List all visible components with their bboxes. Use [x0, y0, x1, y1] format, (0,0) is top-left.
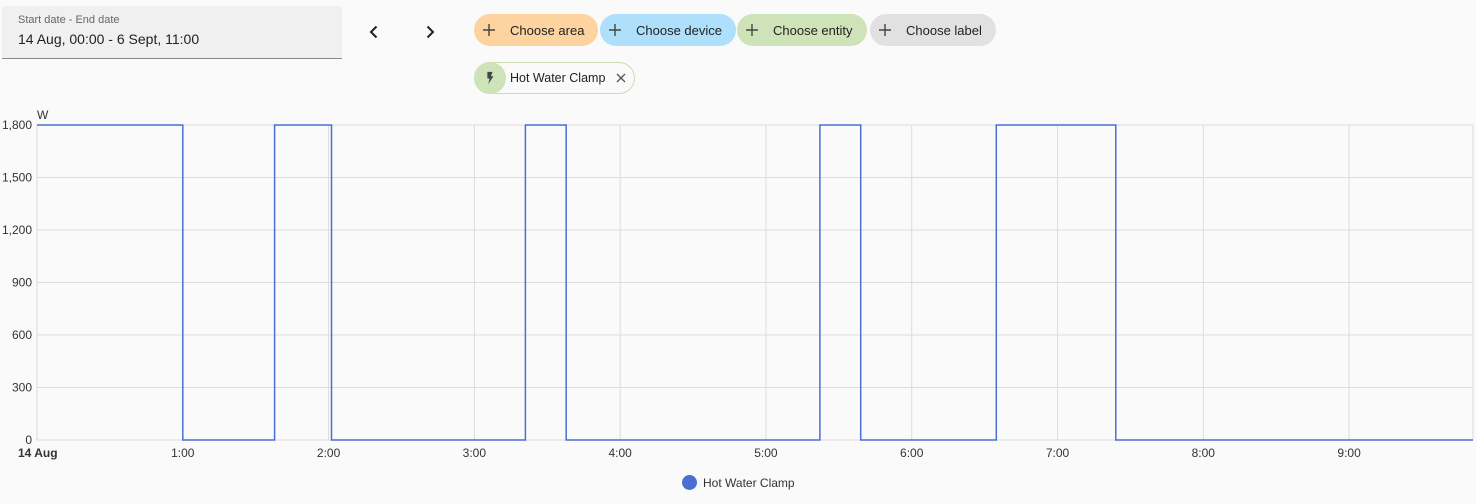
chevron-left-icon: [369, 25, 378, 39]
choose-area-button[interactable]: Choose area: [474, 14, 599, 46]
series-line-hot-water-clamp: [37, 124, 1473, 441]
plus-icon: [483, 24, 495, 36]
chart-legend-item[interactable]: Hot Water Clamp: [682, 475, 795, 490]
power-chart: 0 300 600 900 1,200 1,500 1,800 14 Aug 1:00 2:00 3…: [2, 108, 1474, 460]
previous-period-button[interactable]: [356, 14, 392, 50]
y-tick-label: 1,500: [2, 171, 32, 185]
next-period-button[interactable]: [412, 14, 448, 50]
date-range-picker[interactable]: Start date - End date 14 Aug, 00:00 - 6 …: [2, 6, 342, 59]
date-range-value[interactable]: 14 Aug, 00:00 - 6 Sept, 11:00: [18, 31, 200, 47]
x-tick-label: 6:00: [900, 446, 924, 460]
y-tick-label: 600: [12, 328, 32, 342]
x-tick-label: 14 Aug: [18, 446, 58, 460]
choose-device-button[interactable]: Choose device: [600, 14, 736, 46]
y-tick-label: 1,800: [2, 118, 32, 132]
choose-area-label: Choose area: [510, 22, 585, 38]
x-tick-label: 7:00: [1046, 446, 1070, 460]
date-range-label: Start date - End date: [18, 14, 120, 26]
x-tick-label: 2:00: [317, 446, 341, 460]
choose-device-label: Choose device: [636, 22, 722, 38]
y-tick-label: 900: [12, 276, 32, 290]
flash-icon: [474, 62, 506, 94]
x-tick-label: 1:00: [171, 446, 195, 460]
plus-icon: [746, 24, 758, 36]
y-tick-label: 0: [25, 433, 32, 447]
legend-color-dot: [682, 475, 697, 490]
choose-entity-button[interactable]: Choose entity: [737, 14, 867, 46]
choose-entity-label: Choose entity: [773, 22, 853, 38]
chevron-right-icon: [426, 25, 435, 39]
x-tick-label: 5:00: [754, 446, 778, 460]
x-tick-label: 4:00: [608, 446, 632, 460]
close-icon[interactable]: [616, 73, 626, 83]
x-tick-label: 9:00: [1337, 446, 1361, 460]
choose-label-label: Choose label: [906, 22, 982, 38]
selected-entity-chip[interactable]: Hot Water Clamp: [474, 62, 635, 94]
y-axis-label: W: [37, 108, 49, 122]
x-tick-label: 8:00: [1192, 446, 1216, 460]
legend-label: Hot Water Clamp: [703, 475, 795, 490]
plus-icon: [879, 24, 891, 36]
selected-entity-label: Hot Water Clamp: [510, 71, 606, 85]
x-tick-label: 3:00: [463, 446, 487, 460]
choose-label-button[interactable]: Choose label: [870, 14, 996, 46]
y-tick-label: 1,200: [2, 223, 32, 237]
y-tick-label: 300: [12, 381, 32, 395]
plus-icon: [609, 24, 621, 36]
